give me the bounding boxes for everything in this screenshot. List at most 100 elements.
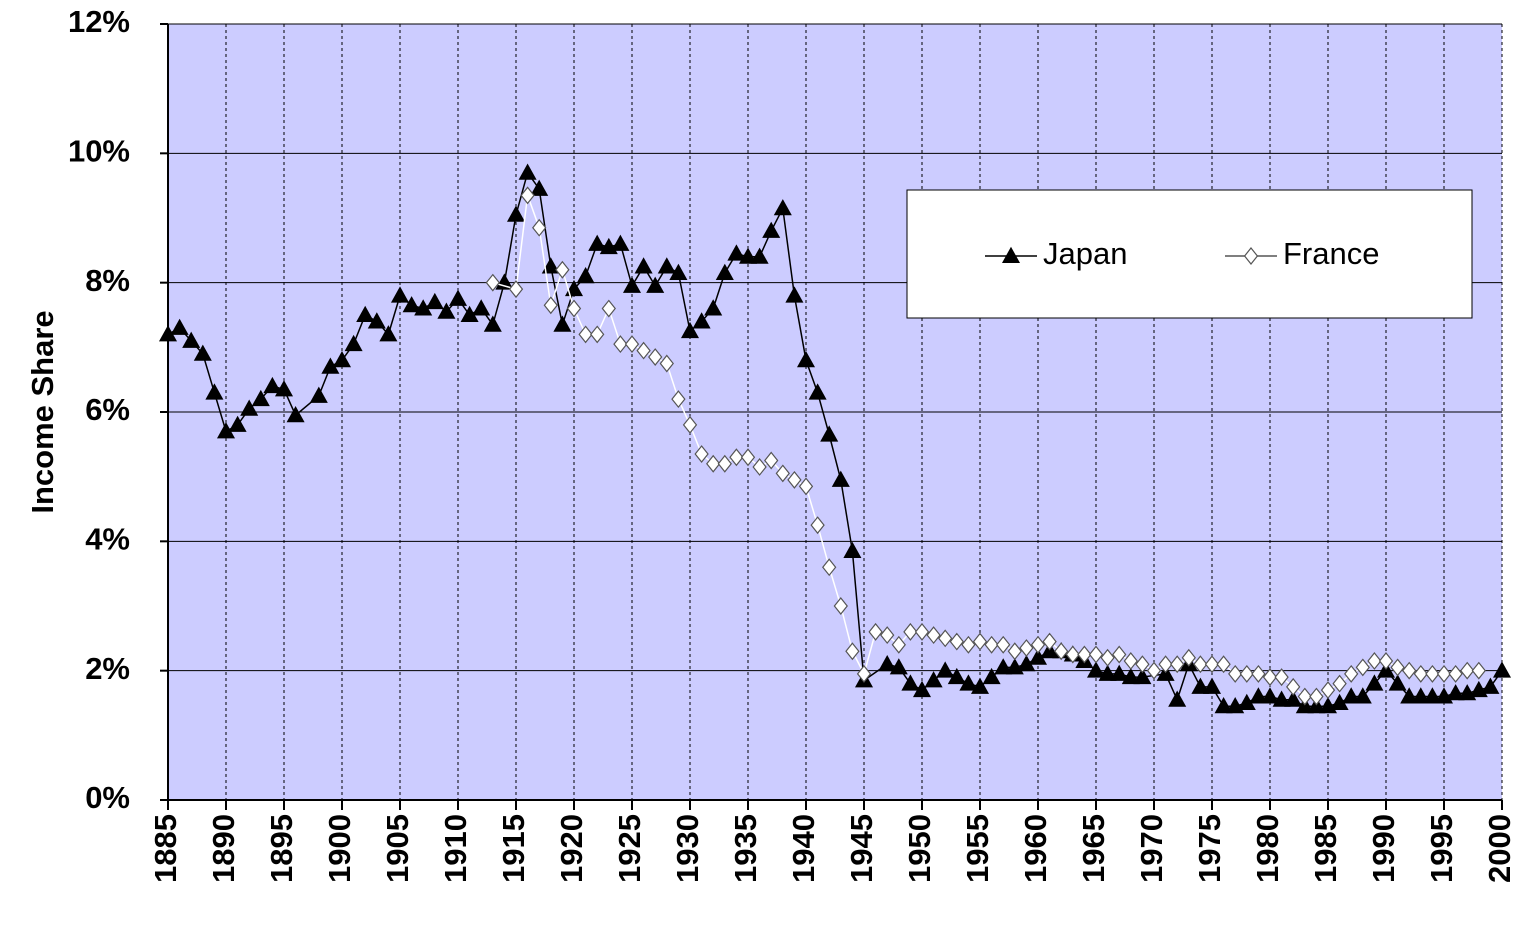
- data-point: [810, 516, 825, 535]
- data-point: [752, 458, 767, 476]
- data-point: [578, 325, 593, 344]
- data-point: [1135, 655, 1150, 674]
- data-point: [648, 348, 663, 366]
- x-tick-label: 1900: [322, 814, 357, 883]
- data-point: [611, 234, 630, 251]
- data-point: [961, 635, 976, 654]
- data-point: [1411, 687, 1430, 704]
- data-point: [309, 386, 328, 403]
- data-point: [785, 286, 804, 303]
- legend-label: France: [1283, 236, 1379, 271]
- data-point: [1274, 668, 1289, 687]
- x-tick-label: 1940: [786, 814, 821, 883]
- x-tick-label: 1985: [1308, 814, 1343, 883]
- legend-label: Japan: [1043, 236, 1127, 271]
- data-point: [1251, 664, 1266, 683]
- y-tick-label: 0%: [85, 780, 130, 815]
- data-point: [694, 445, 709, 463]
- data-point: [425, 292, 444, 310]
- data-point: [787, 470, 802, 489]
- data-point: [659, 354, 674, 373]
- legend-box: [906, 189, 1473, 319]
- data-point: [715, 263, 734, 280]
- data-point: [903, 622, 918, 641]
- data-point: [483, 315, 502, 332]
- data-point: [669, 263, 688, 280]
- data-point: [1353, 687, 1372, 704]
- data-point: [1460, 661, 1475, 680]
- data-point: [1446, 684, 1465, 701]
- data-point: [1204, 655, 1220, 674]
- x-tick-label: 1975: [1192, 814, 1227, 883]
- data-point: [402, 296, 421, 313]
- data-point: [437, 302, 456, 319]
- data-point: [590, 325, 605, 344]
- data-point: [750, 247, 769, 264]
- data-point: [1355, 658, 1370, 677]
- data-point: [1309, 687, 1324, 706]
- data-point: [1158, 655, 1173, 674]
- data-point: [1110, 664, 1129, 681]
- data-point: [680, 321, 700, 339]
- x-tick-label: 1950: [902, 814, 937, 883]
- data-point: [1320, 681, 1336, 700]
- data-point: [634, 257, 653, 274]
- data-point: [657, 257, 676, 274]
- data-point: [1065, 645, 1080, 664]
- data-point: [1249, 687, 1268, 704]
- data-point: [796, 351, 816, 368]
- data-point: [1448, 664, 1463, 683]
- data-point: [367, 312, 386, 329]
- data-point: [692, 312, 711, 329]
- data-point: [924, 671, 943, 688]
- data-point: [1402, 661, 1417, 680]
- data-point: [646, 276, 665, 293]
- x-tick-label: 1925: [612, 814, 647, 883]
- data-point: [972, 632, 988, 651]
- data-point: [228, 415, 247, 432]
- x-tick-label: 1930: [670, 814, 705, 883]
- x-tick-label: 1955: [960, 814, 995, 883]
- data-point: [1390, 658, 1405, 677]
- data-point: [891, 635, 906, 654]
- data-point: [193, 344, 212, 361]
- data-point: [576, 266, 595, 284]
- data-point: [822, 558, 837, 577]
- data-point: [332, 351, 352, 368]
- x-tick-label: 1935: [728, 814, 763, 883]
- data-point: [636, 341, 651, 360]
- data-point: [1146, 661, 1162, 680]
- data-point: [1086, 661, 1106, 678]
- data-point: [947, 667, 966, 685]
- data-point: [704, 299, 723, 316]
- x-tick-label: 1970: [1134, 814, 1169, 883]
- data-point: [889, 658, 908, 675]
- data-point: [624, 335, 640, 354]
- data-point: [1214, 696, 1233, 714]
- data-point: [914, 622, 930, 641]
- data-point: [912, 680, 932, 698]
- data-point: [1202, 677, 1222, 694]
- data-point: [379, 325, 398, 342]
- data-point: [1228, 664, 1243, 683]
- data-point: [1100, 648, 1115, 667]
- data-point: [390, 286, 410, 303]
- data-point: [1378, 652, 1394, 670]
- data-point: [588, 234, 607, 251]
- data-point: [764, 451, 779, 470]
- data-point: [740, 448, 756, 467]
- data-point: [344, 334, 363, 352]
- y-tick-label: 8%: [85, 263, 130, 298]
- data-point: [566, 299, 582, 318]
- data-point: [506, 205, 526, 222]
- data-point: [1344, 664, 1359, 683]
- x-tick-label: 1960: [1018, 814, 1053, 883]
- y-tick-label: 4%: [85, 522, 130, 557]
- x-tick-label: 1990: [1366, 814, 1401, 883]
- data-point: [1088, 645, 1104, 664]
- data-point: [564, 279, 584, 297]
- x-tick-label: 1965: [1076, 814, 1111, 883]
- data-point: [970, 677, 990, 694]
